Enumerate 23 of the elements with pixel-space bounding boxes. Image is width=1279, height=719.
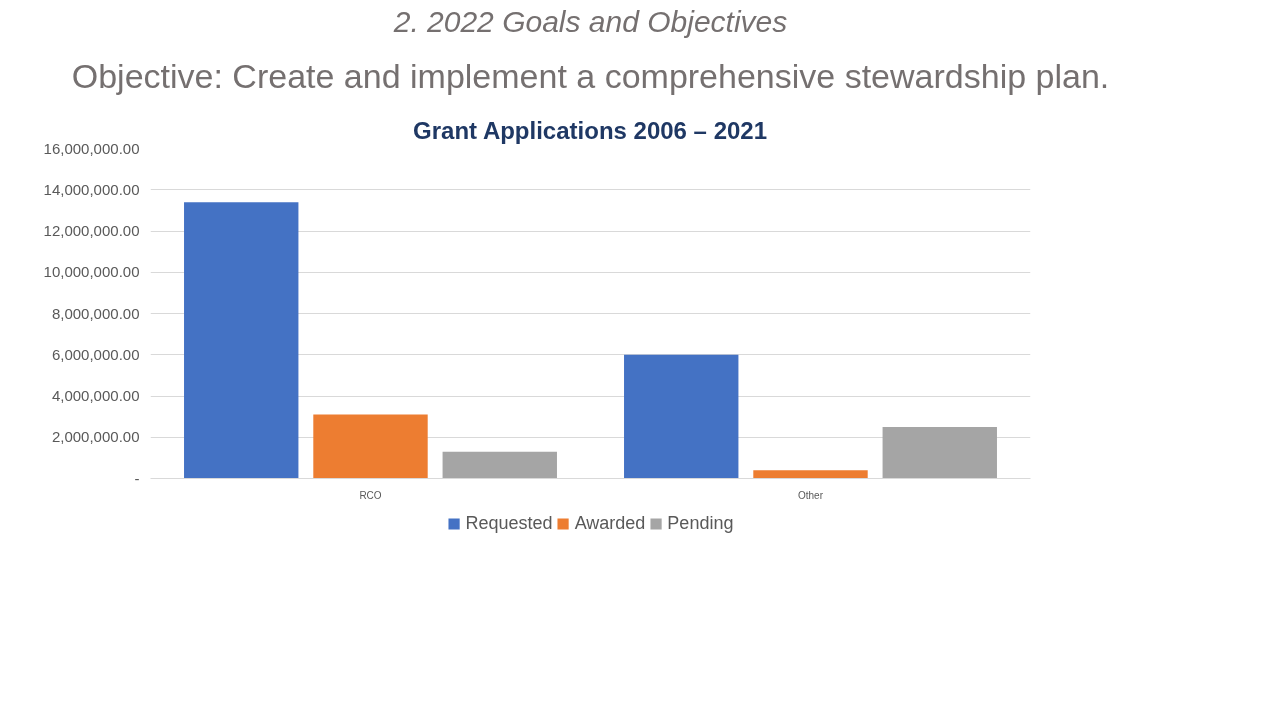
y-tick-label: - — [134, 469, 140, 487]
y-tick-label: 16,000,000.00 — [43, 139, 140, 157]
legend-label: Requested — [465, 512, 553, 534]
y-tick-label: 12,000,000.00 — [43, 222, 140, 239]
y-tick-label: 10,000,000.00 — [43, 263, 140, 281]
bar — [313, 414, 428, 479]
y-tick-label: 2,000,000.00 — [51, 428, 140, 446]
y-tick-label: 6,000,000.00 — [51, 345, 140, 363]
bar — [753, 470, 868, 479]
text: 2. 2022 Goals and Objectives — [392, 4, 788, 38]
text: Objective: Create and implement a comprehensive stewardship plan. — [71, 56, 1110, 95]
y-tick-label: 14,000,000.00 — [43, 180, 140, 198]
y-tick-label: 4,000,000.00 — [51, 387, 140, 404]
legend-label: Pending — [667, 512, 734, 534]
bar — [624, 354, 739, 479]
y-tick-label: 8,000,000.00 — [51, 304, 140, 322]
legend-label: Awarded — [574, 512, 646, 534]
bar — [184, 202, 299, 479]
bar — [442, 451, 557, 479]
bar — [882, 426, 997, 479]
x-tick-label: Other — [798, 489, 824, 501]
chart-title: Grant Applications 2006 – 2021 — [413, 116, 768, 144]
x-tick-label: RCO — [359, 489, 382, 501]
